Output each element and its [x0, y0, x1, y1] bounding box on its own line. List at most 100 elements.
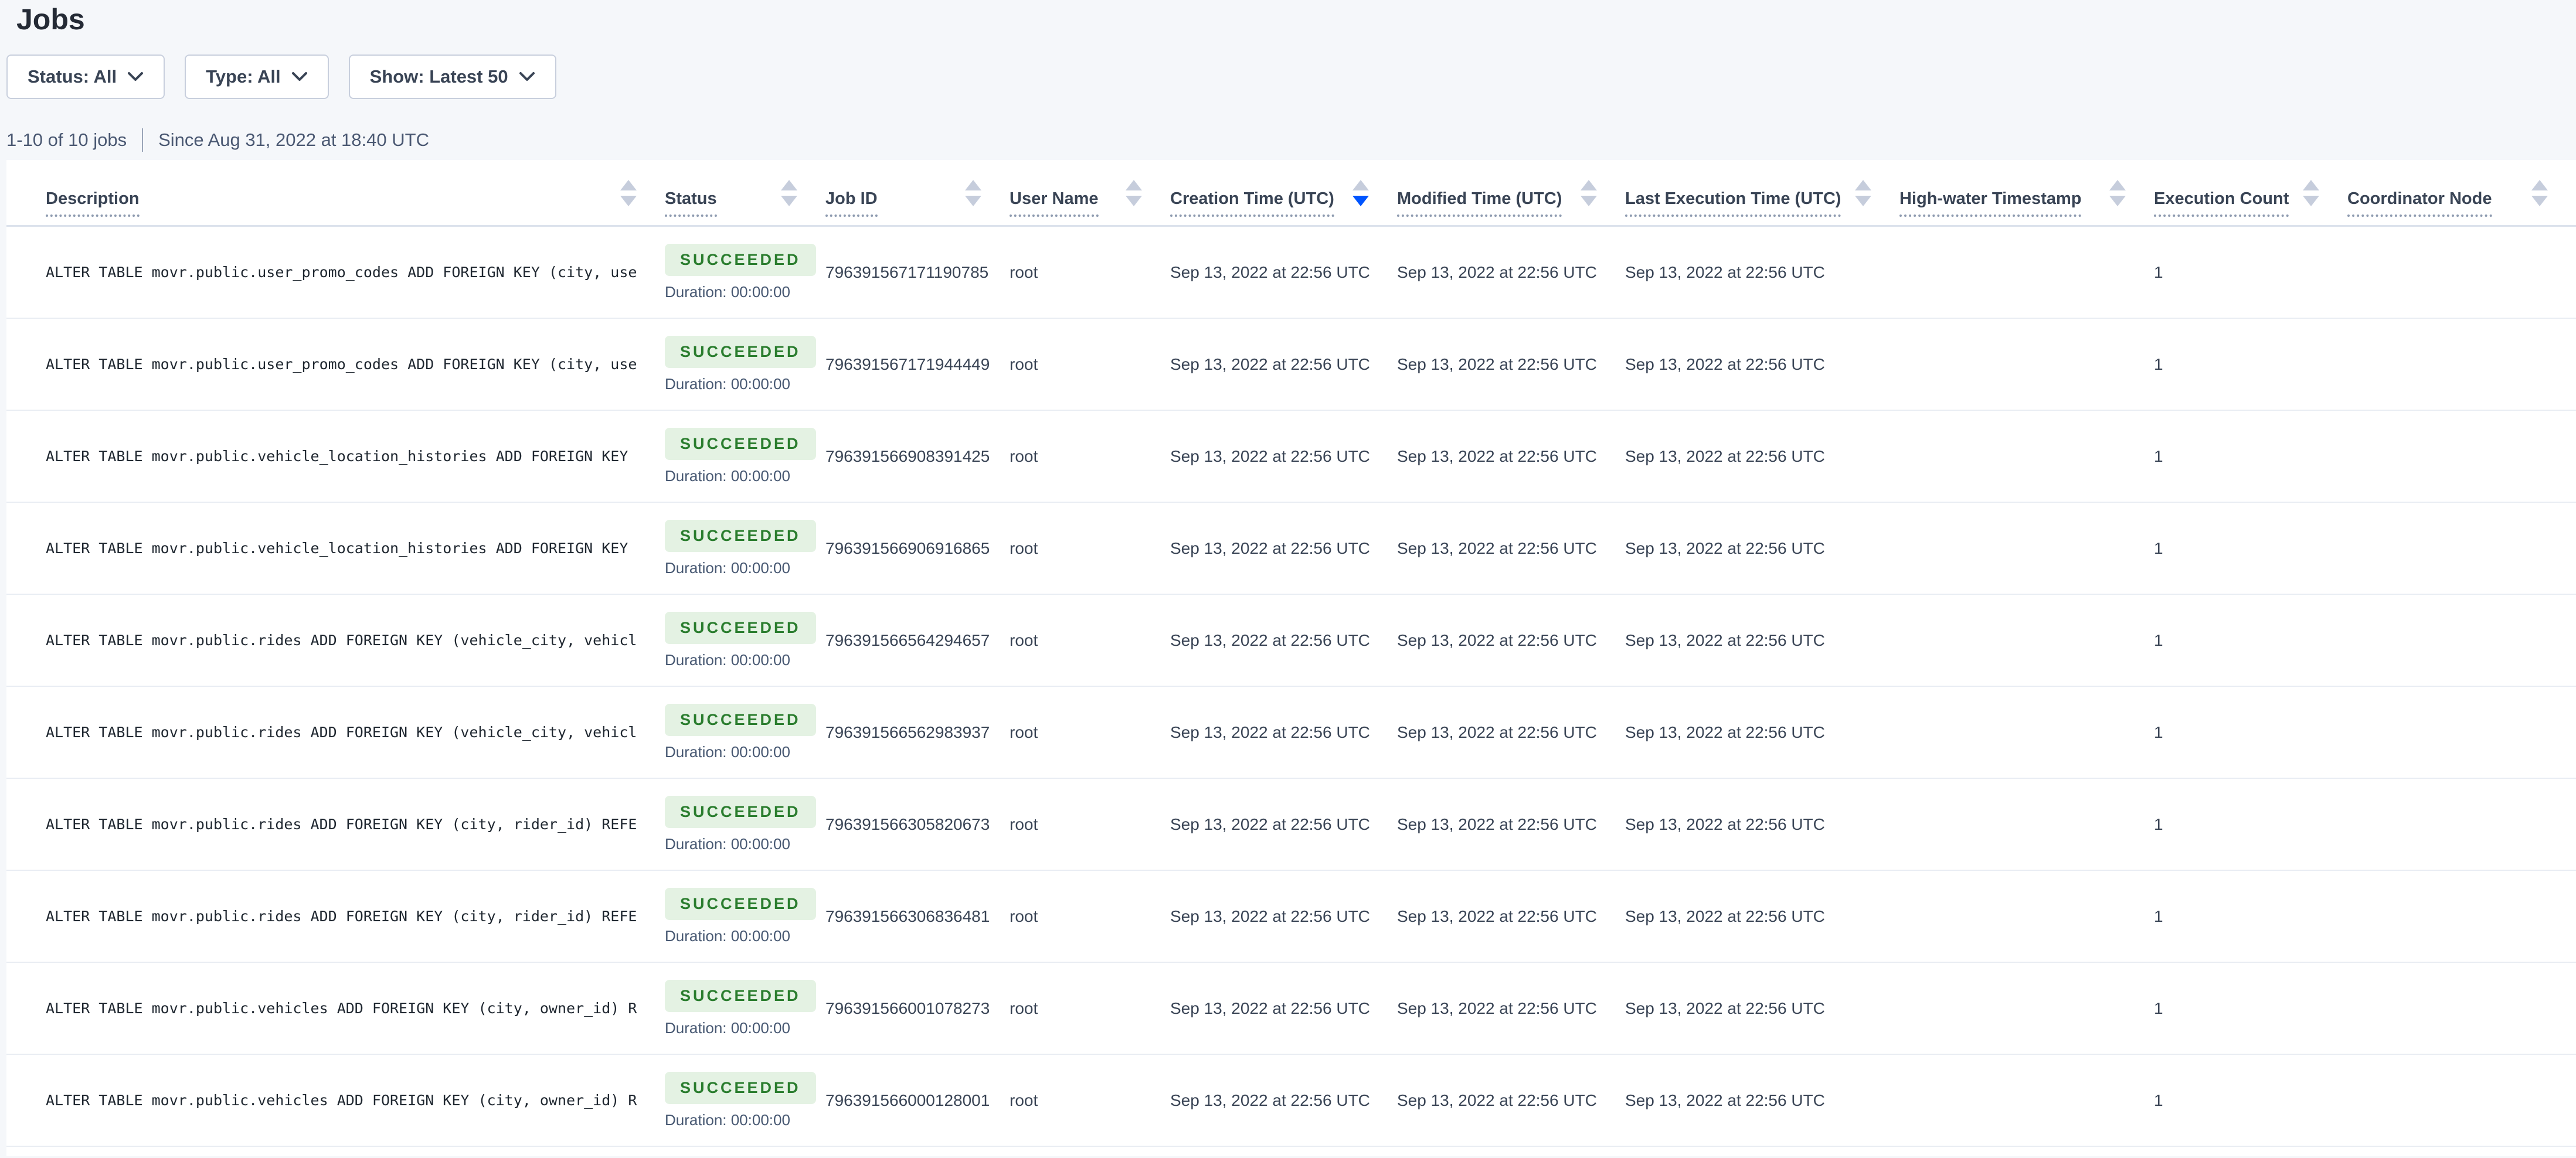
modified-time-value: Sep 13, 2022 at 22:56 UTC: [1397, 447, 1597, 465]
column-header-execution-count[interactable]: Execution Count: [2154, 180, 2347, 217]
job-description-link[interactable]: ALTER TABLE movr.public.rides ADD FOREIG…: [46, 908, 637, 925]
results-since: Since Aug 31, 2022 at 18:40 UTC: [158, 130, 429, 150]
column-header-label: Description: [46, 189, 140, 217]
status-badge: SUCCEEDED: [665, 335, 816, 368]
sort-desc-icon: [1581, 196, 1597, 206]
user-name-cell: root: [1010, 411, 1170, 502]
chevron-down-icon: [127, 71, 144, 82]
column-header-creation-time[interactable]: Creation Time (UTC): [1170, 180, 1397, 217]
modified-time-cell: Sep 13, 2022 at 22:56 UTC: [1397, 1055, 1625, 1146]
job-description-link[interactable]: ALTER TABLE movr.public.rides ADD FOREIG…: [46, 632, 637, 649]
status-badge: SUCCEEDED: [665, 427, 816, 460]
job-id-value: 796391566000128001: [825, 1091, 990, 1109]
user-name-value: root: [1010, 999, 1038, 1017]
filter-label: Status: All: [28, 66, 117, 87]
modified-time-value: Sep 13, 2022 at 22:56 UTC: [1397, 631, 1597, 649]
job-description-link[interactable]: ALTER TABLE movr.public.user_promo_codes…: [46, 356, 637, 373]
column-header-last-execution-time[interactable]: Last Execution Time (UTC): [1625, 180, 1899, 217]
last-execution-time-value: Sep 13, 2022 at 22:56 UTC: [1625, 539, 1825, 557]
coordinator-node-cell: [2347, 963, 2576, 1054]
sort-arrows: [2109, 180, 2126, 206]
job-id-value: 796391566001078273: [825, 999, 990, 1017]
table-row: ALTER TABLE movr.public.rides ADD FOREIG…: [6, 595, 2576, 687]
job-description-link[interactable]: ALTER TABLE movr.public.user_promo_codes…: [46, 264, 637, 281]
coordinator-node-cell: [2347, 871, 2576, 962]
chevron-down-icon: [519, 71, 535, 82]
job-id-cell: 796391566562983937: [825, 687, 1010, 778]
job-description-cell: ALTER TABLE movr.public.vehicle_location…: [46, 411, 665, 502]
coordinator-node-cell: [2347, 411, 2576, 502]
job-duration: Duration: 00:00:00: [665, 1019, 790, 1037]
job-id-cell: 796391567171944449: [825, 319, 1010, 410]
column-header-high-water-timestamp[interactable]: High-water Timestamp: [1899, 180, 2154, 217]
high-water-timestamp-cell: [1899, 503, 2154, 594]
last-execution-time-cell: Sep 13, 2022 at 22:56 UTC: [1625, 1055, 1899, 1146]
execution-count-value: 1: [2154, 263, 2163, 281]
high-water-timestamp-cell: [1899, 687, 2154, 778]
status-badge: SUCCEEDED: [665, 519, 816, 552]
job-id-value: 796391566906916865: [825, 539, 990, 557]
job-description-link[interactable]: ALTER TABLE movr.public.rides ADD FOREIG…: [46, 816, 637, 833]
user-name-cell: root: [1010, 871, 1170, 962]
sort-desc-icon: [620, 196, 637, 206]
last-execution-time-value: Sep 13, 2022 at 22:56 UTC: [1625, 999, 1825, 1017]
creation-time-cell: Sep 13, 2022 at 22:56 UTC: [1170, 963, 1397, 1054]
user-name-cell: root: [1010, 319, 1170, 410]
modified-time-cell: Sep 13, 2022 at 22:56 UTC: [1397, 779, 1625, 870]
last-execution-time-cell: Sep 13, 2022 at 22:56 UTC: [1625, 227, 1899, 318]
column-header-coordinator-node[interactable]: Coordinator Node: [2347, 180, 2576, 217]
column-header-job-id[interactable]: Job ID: [825, 180, 1010, 217]
execution-count-value: 1: [2154, 999, 2163, 1017]
modified-time-value: Sep 13, 2022 at 22:56 UTC: [1397, 355, 1597, 373]
job-description-cell: ALTER TABLE movr.public.rides ADD FOREIG…: [46, 595, 665, 686]
last-execution-time-cell: Sep 13, 2022 at 22:56 UTC: [1625, 319, 1899, 410]
execution-count-value: 1: [2154, 1091, 2163, 1109]
creation-time-value: Sep 13, 2022 at 22:56 UTC: [1170, 263, 1370, 281]
column-header-description[interactable]: Description: [46, 180, 665, 217]
job-status-cell: SUCCEEDED Duration: 00:00:00: [665, 871, 825, 962]
execution-count-cell: 1: [2154, 779, 2347, 870]
column-header-label: Coordinator Node: [2347, 189, 2492, 217]
filter-dropdown-show[interactable]: Show: Latest 50: [348, 55, 556, 99]
sort-desc-icon: [2531, 196, 2548, 206]
job-description-link[interactable]: ALTER TABLE movr.public.vehicle_location…: [46, 448, 628, 465]
sort-arrows: [1581, 180, 1597, 206]
job-duration: Duration: 00:00:00: [665, 374, 790, 393]
creation-time-value: Sep 13, 2022 at 22:56 UTC: [1170, 539, 1370, 557]
table-header-row: Description Status Job ID User Name Crea…: [6, 160, 2576, 227]
job-description-link[interactable]: ALTER TABLE movr.public.rides ADD FOREIG…: [46, 724, 637, 741]
coordinator-node-cell: [2347, 1055, 2576, 1146]
creation-time-cell: Sep 13, 2022 at 22:56 UTC: [1170, 687, 1397, 778]
chevron-down-icon: [291, 71, 308, 82]
column-header-modified-time[interactable]: Modified Time (UTC): [1397, 180, 1625, 217]
jobs-page: Jobs Status: All Type: All Show: Latest …: [0, 4, 2576, 1156]
job-status-cell: SUCCEEDED Duration: 00:00:00: [665, 503, 825, 594]
creation-time-value: Sep 13, 2022 at 22:56 UTC: [1170, 723, 1370, 741]
sort-arrows: [965, 180, 981, 206]
job-status-cell: SUCCEEDED Duration: 00:00:00: [665, 227, 825, 318]
execution-count-cell: 1: [2154, 1055, 2347, 1146]
high-water-timestamp-cell: [1899, 411, 2154, 502]
column-header-status[interactable]: Status: [665, 180, 825, 217]
sort-arrows: [2303, 180, 2319, 206]
job-description-cell: ALTER TABLE movr.public.vehicle_location…: [46, 503, 665, 594]
job-description-link[interactable]: ALTER TABLE movr.public.vehicles ADD FOR…: [46, 1092, 637, 1109]
user-name-cell: root: [1010, 779, 1170, 870]
modified-time-cell: Sep 13, 2022 at 22:56 UTC: [1397, 963, 1625, 1054]
job-description-link[interactable]: ALTER TABLE movr.public.vehicle_location…: [46, 540, 628, 557]
execution-count-value: 1: [2154, 631, 2163, 649]
creation-time-value: Sep 13, 2022 at 22:56 UTC: [1170, 999, 1370, 1017]
creation-time-value: Sep 13, 2022 at 22:56 UTC: [1170, 907, 1370, 925]
execution-count-value: 1: [2154, 815, 2163, 833]
high-water-timestamp-cell: [1899, 595, 2154, 686]
sort-desc-icon: [1352, 196, 1369, 206]
column-header-label: Status: [665, 189, 717, 217]
table-row: ALTER TABLE movr.public.user_promo_codes…: [6, 227, 2576, 319]
filter-dropdown-type[interactable]: Type: All: [185, 55, 329, 99]
page-title: Jobs: [16, 3, 85, 36]
column-header-user-name[interactable]: User Name: [1010, 180, 1170, 217]
job-status-cell: SUCCEEDED Duration: 00:00:00: [665, 779, 825, 870]
filter-dropdown-status[interactable]: Status: All: [6, 55, 165, 99]
job-id-value: 796391566305820673: [825, 815, 990, 833]
job-description-link[interactable]: ALTER TABLE movr.public.vehicles ADD FOR…: [46, 1000, 637, 1017]
